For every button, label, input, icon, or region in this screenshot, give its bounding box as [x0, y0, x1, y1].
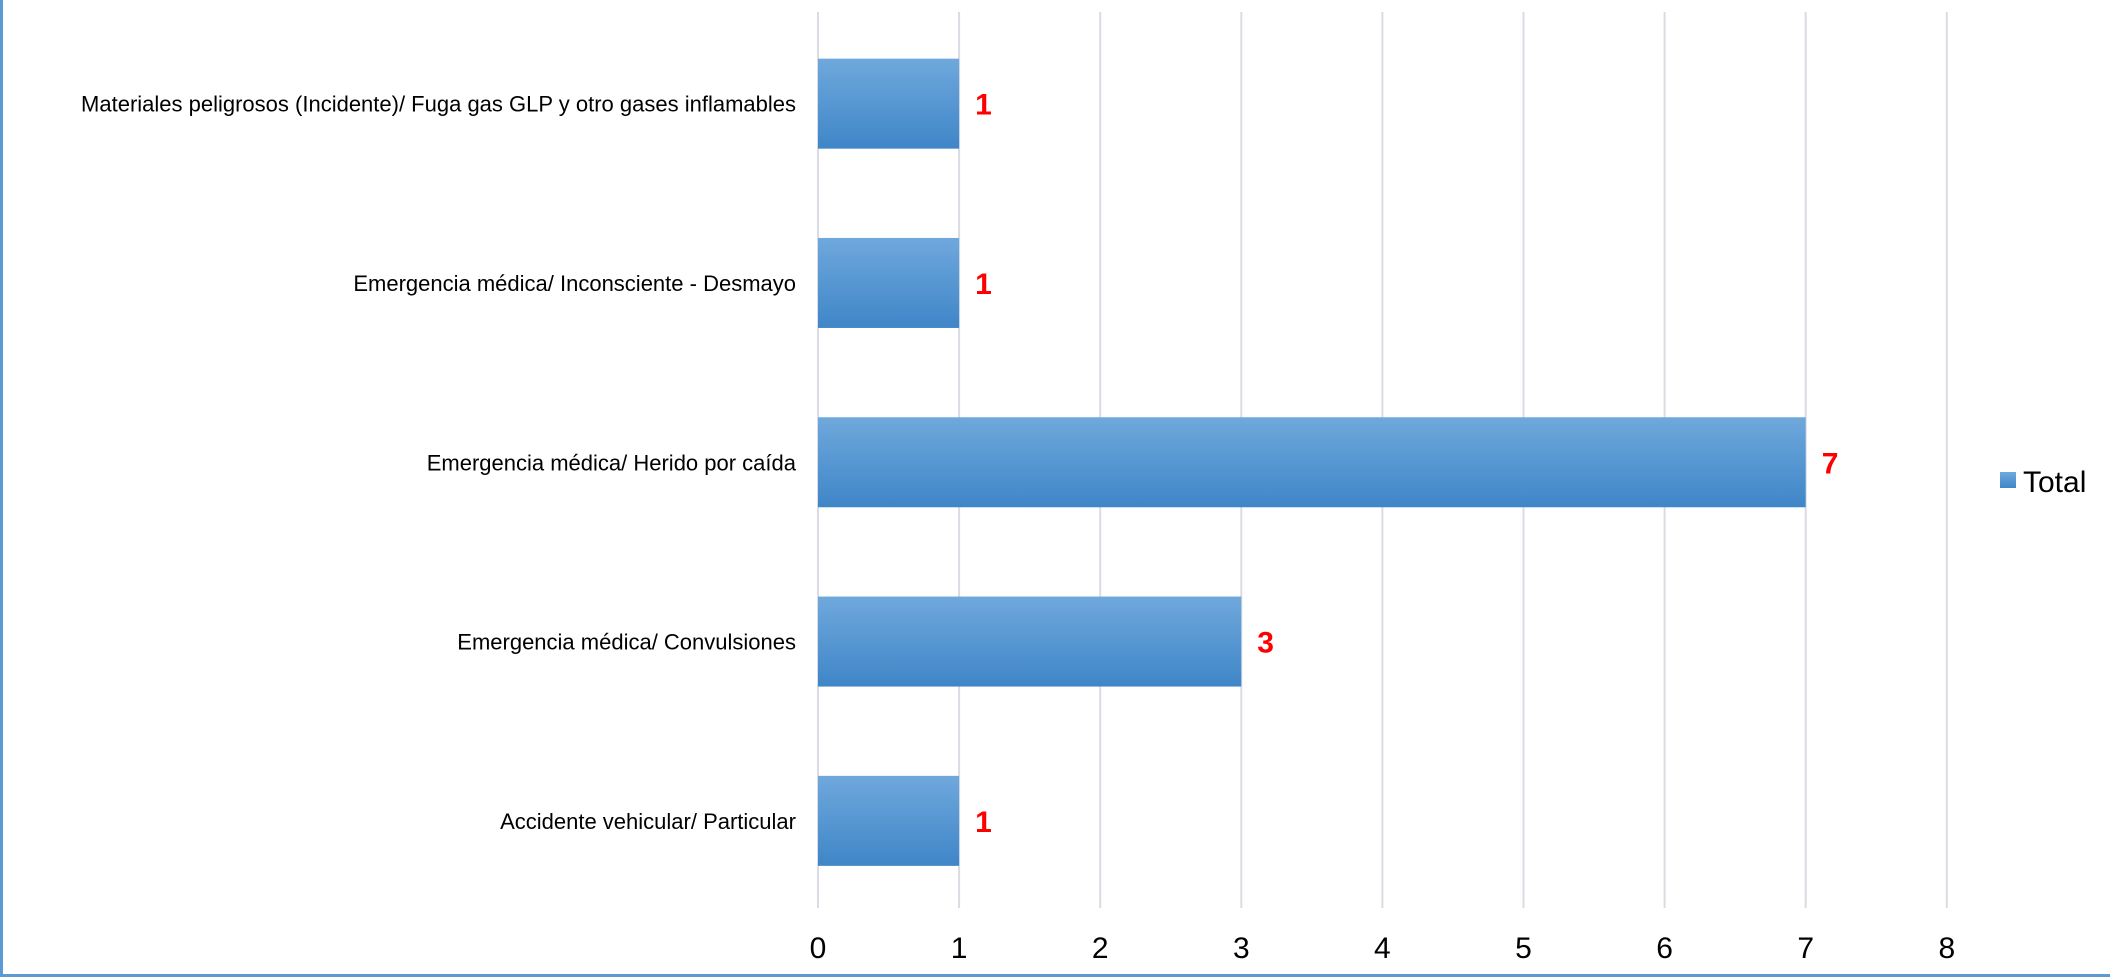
- x-tick-label: 2: [1092, 932, 1109, 965]
- bar: [818, 417, 1806, 508]
- x-tick-label: 3: [1233, 932, 1250, 965]
- bar: [818, 596, 1242, 687]
- category-label: Emergencia médica/ Convulsiones: [457, 630, 796, 655]
- legend-label: Total: [2023, 466, 2086, 499]
- data-label: 7: [1822, 447, 1839, 480]
- x-tick-label: 5: [1515, 932, 1532, 965]
- bar: [818, 58, 960, 149]
- bar: [818, 237, 960, 328]
- x-tick-label: 8: [1938, 932, 1955, 965]
- x-tick-label: 6: [1656, 932, 1673, 965]
- data-label: 1: [975, 89, 992, 122]
- x-tick-label: 4: [1374, 932, 1391, 965]
- category-labels: Accidente vehicular/ Particular Emergenci…: [81, 92, 797, 834]
- data-label: 3: [1257, 627, 1274, 660]
- x-tick-label: 7: [1797, 932, 1814, 965]
- data-label: 1: [975, 268, 992, 301]
- x-tick-label: 1: [951, 932, 968, 965]
- category-label: Emergencia médica/ Inconsciente - Desmay…: [353, 271, 796, 296]
- category-label: Materiales peligrosos (Incidente)/ Fuga …: [81, 92, 796, 117]
- bars: [818, 58, 1806, 866]
- legend-swatch: [2000, 472, 2016, 488]
- category-label: Emergencia médica/ Herido por caída: [427, 450, 797, 475]
- category-label: Accidente vehicular/ Particular: [500, 809, 796, 834]
- data-label: 1: [975, 806, 992, 839]
- legend: Total: [2000, 466, 2086, 499]
- x-axis-tick-labels: 0 1 2 3 4 5 6 7 8: [810, 932, 1955, 965]
- bar: [818, 775, 960, 866]
- x-tick-label: 0: [810, 932, 827, 965]
